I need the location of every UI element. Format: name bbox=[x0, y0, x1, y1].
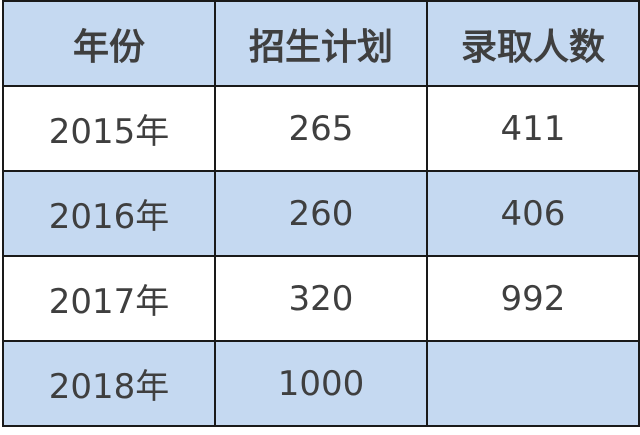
header-row: 年份 招生计划 录取人数 bbox=[2, 0, 640, 87]
cell-year: 2016年 bbox=[2, 170, 216, 257]
cell-plan: 265 bbox=[214, 85, 428, 172]
cell-year: 2015年 bbox=[2, 85, 216, 172]
cell-admitted: 411 bbox=[426, 85, 640, 172]
cell-year: 2018年 bbox=[2, 340, 216, 427]
cell-admitted: 406 bbox=[426, 170, 640, 257]
cell-plan: 320 bbox=[214, 255, 428, 342]
header-plan: 招生计划 bbox=[214, 0, 428, 87]
table-row: 2016年 260 406 bbox=[2, 170, 640, 257]
cell-plan: 1000 bbox=[214, 340, 428, 427]
cell-plan: 260 bbox=[214, 170, 428, 257]
enrollment-table: 年份 招生计划 录取人数 2015年 265 411 2016年 260 406… bbox=[2, 0, 640, 427]
header-year: 年份 bbox=[2, 0, 216, 87]
cell-admitted: 992 bbox=[426, 255, 640, 342]
header-admitted: 录取人数 bbox=[426, 0, 640, 87]
table-row: 2015年 265 411 bbox=[2, 85, 640, 172]
cell-year: 2017年 bbox=[2, 255, 216, 342]
table-row: 2018年 1000 bbox=[2, 340, 640, 427]
table-row: 2017年 320 992 bbox=[2, 255, 640, 342]
cell-admitted bbox=[426, 340, 640, 427]
